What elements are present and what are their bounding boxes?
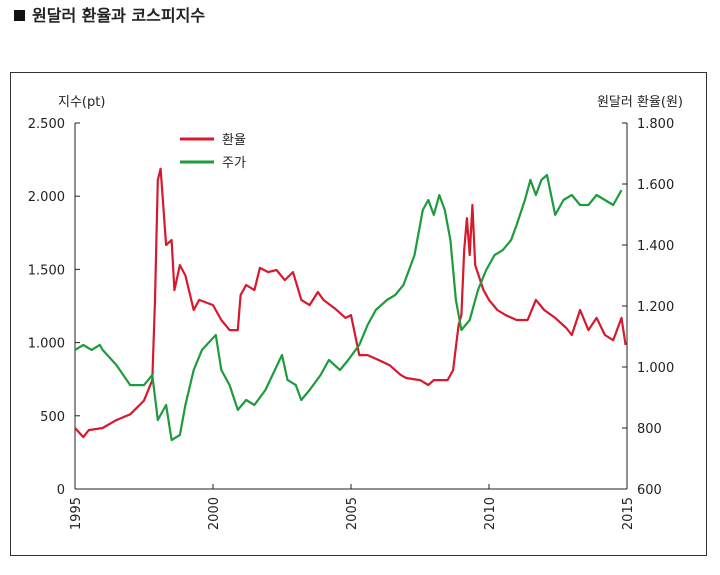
legend-label: 주가 xyxy=(222,156,246,171)
x-tick-label: 1995 xyxy=(69,497,84,530)
y2-axis-label: 원달러 환율(원) xyxy=(597,95,683,110)
y2-tick-label: 1.400 xyxy=(637,239,674,254)
y2-tick-label: 1.800 xyxy=(637,117,674,132)
x-tick-label: 2005 xyxy=(345,497,360,530)
y-tick-label: 1.500 xyxy=(28,263,65,278)
y-tick-label: 0 xyxy=(57,483,65,498)
series-line xyxy=(74,167,627,439)
y-axis-label: 지수(pt) xyxy=(58,95,105,110)
x-tick-label: 2015 xyxy=(621,497,636,530)
legend-label: 환율 xyxy=(222,133,246,148)
chart-title: 원달러 환율과 코스피지수 xyxy=(32,6,205,25)
y-tick-label: 2.500 xyxy=(28,117,65,132)
x-tick-label: 2000 xyxy=(207,497,222,530)
chart-frame xyxy=(10,72,707,556)
y2-tick-label: 1.200 xyxy=(637,300,674,315)
series-line xyxy=(74,173,623,442)
y2-tick-label: 600 xyxy=(637,483,662,498)
y2-tick-label: 800 xyxy=(637,422,662,437)
y-tick-label: 2.000 xyxy=(28,190,65,205)
title-marker xyxy=(14,10,25,21)
y-tick-label: 1.000 xyxy=(28,337,65,352)
x-tick-label: 2010 xyxy=(483,497,498,530)
y-tick-label: 500 xyxy=(40,410,65,425)
y2-tick-label: 1.600 xyxy=(637,178,674,193)
y2-tick-label: 1.000 xyxy=(637,361,674,376)
